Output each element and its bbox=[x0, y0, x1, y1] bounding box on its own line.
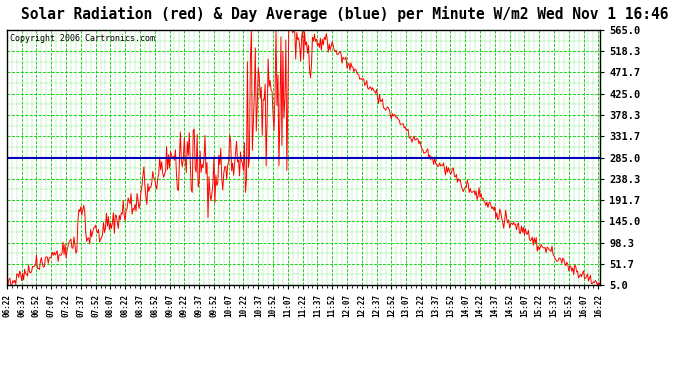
Text: Solar Radiation (red) & Day Average (blue) per Minute W/m2 Wed Nov 1 16:46: Solar Radiation (red) & Day Average (blu… bbox=[21, 6, 669, 22]
Text: Copyright 2006 Cartronics.com: Copyright 2006 Cartronics.com bbox=[10, 34, 155, 43]
